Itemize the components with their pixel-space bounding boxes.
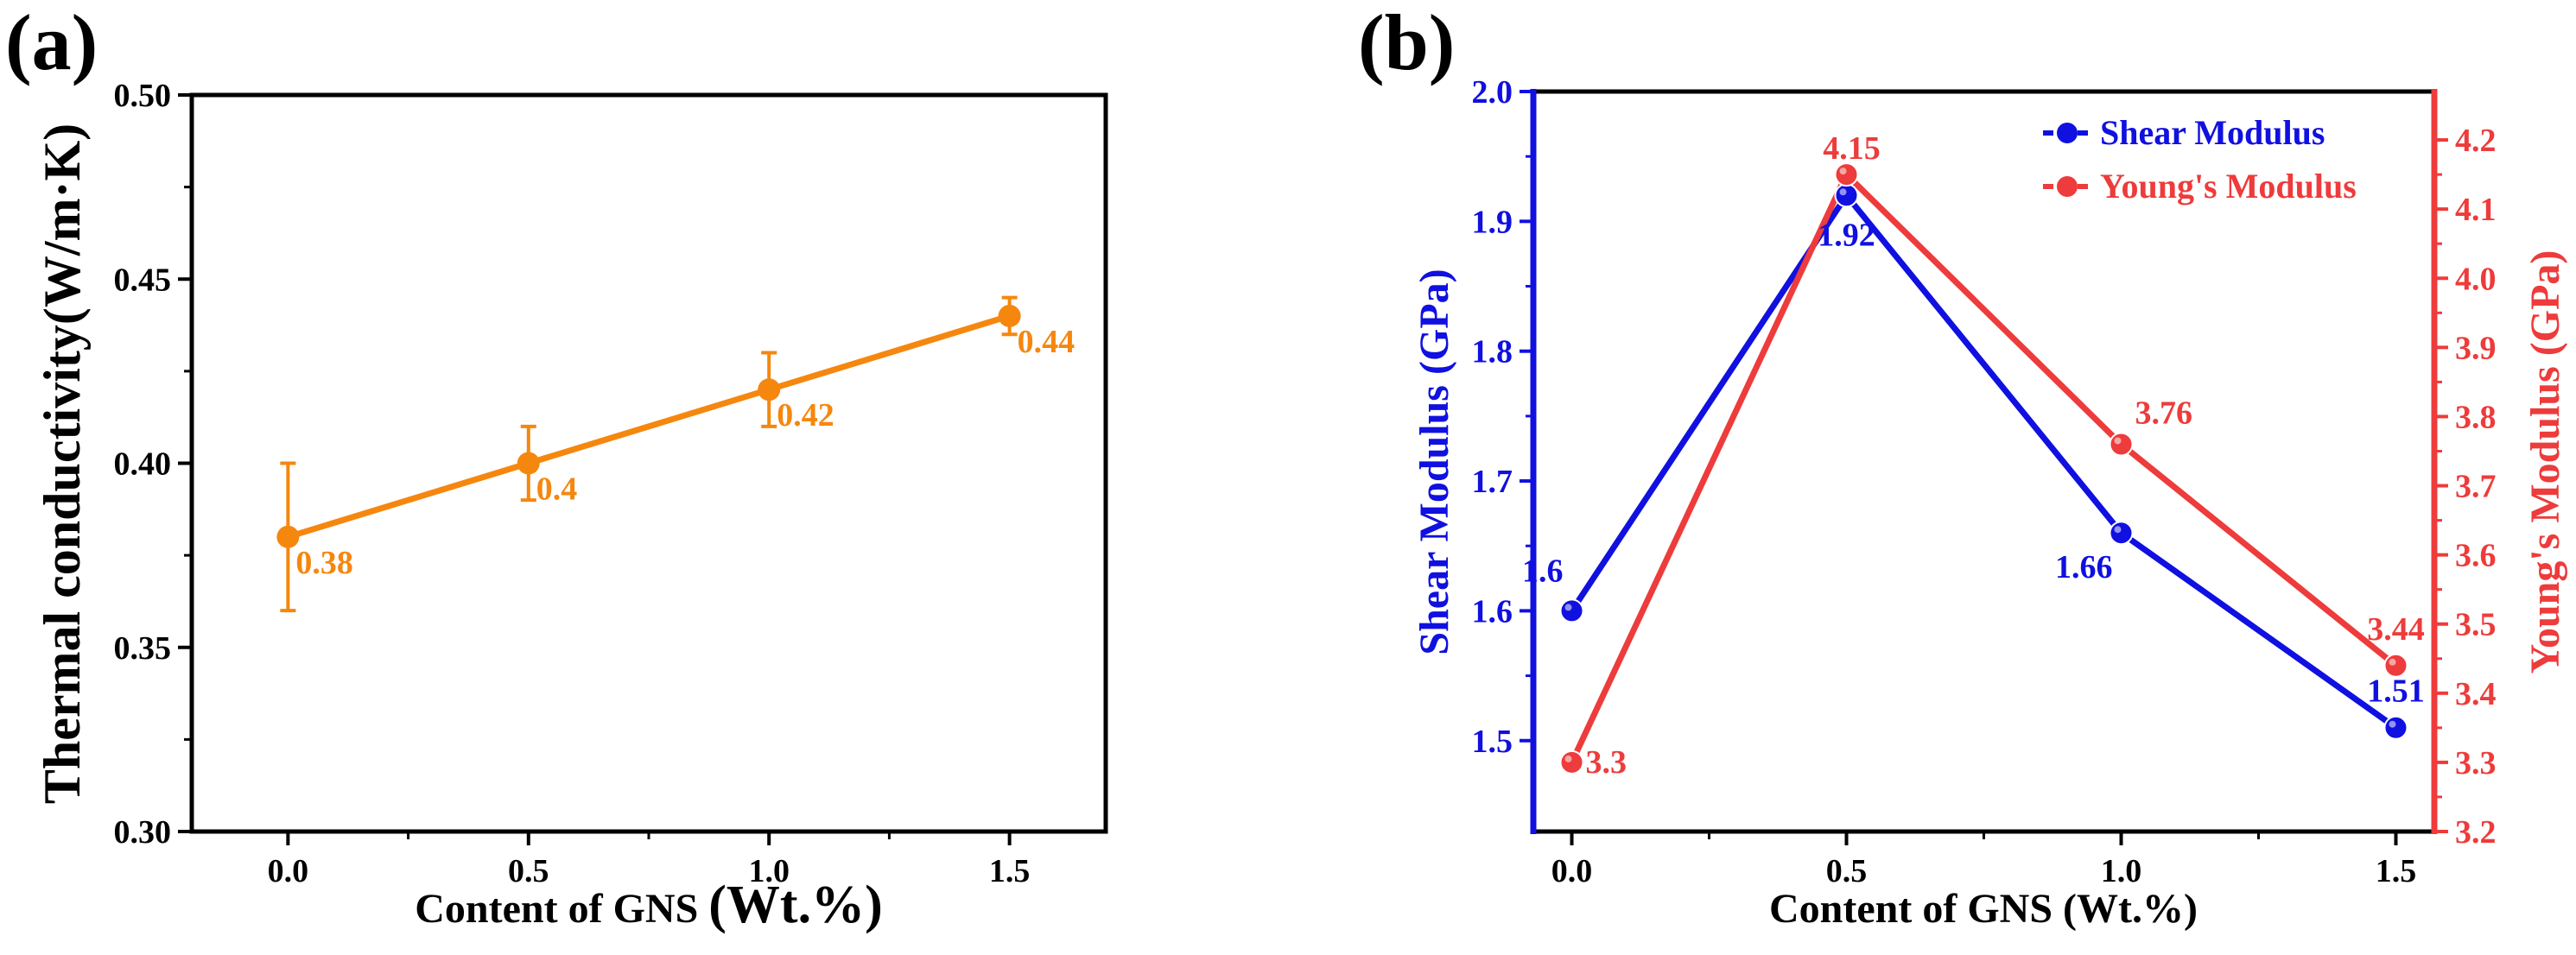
panel-a-data-point (517, 452, 540, 475)
panel-a-x-tick-label: 1.5 (989, 853, 1031, 889)
panel-b-left-y-tick-label: 1.9 (1472, 204, 1513, 240)
panel-a-y-tick-label: 0.50 (114, 78, 172, 114)
panel-b-young-point-highlight (2389, 658, 2396, 666)
panel-a-data-point (998, 304, 1021, 327)
panel-a-y-tick-label: 0.45 (114, 262, 172, 298)
panel-b-shear-point (1559, 598, 1584, 623)
panel-b-right-y-tick-label: 4.1 (2455, 192, 2497, 228)
panel-a-x-tick-label: 1.0 (748, 853, 790, 889)
panel-b-right-y-tick-label: 4.0 (2455, 261, 2497, 297)
panel-b-shear-data-label: 1.6 (1522, 553, 1564, 589)
legend-shear-marker (2057, 123, 2078, 143)
panel-a-x-tick-label: 0.0 (268, 853, 309, 889)
panel-b-label: (b) (1358, 0, 1455, 86)
panel-a-series-line (287, 313, 1011, 541)
panel-a-data-label: 0.42 (777, 397, 834, 433)
panel-b-young-data-label: 3.3 (1586, 744, 1627, 781)
panel-b-shear-point-highlight (1839, 188, 1847, 196)
panel-b-young-data-label: 3.76 (2135, 395, 2192, 431)
panel-b-shear-point-highlight (2389, 720, 2396, 728)
panel-a-y-tick-label: 0.30 (114, 814, 172, 851)
panel-b-young-data-label: 3.44 (2367, 611, 2425, 648)
panel-b-left-y-axis-title: Shear Modulus (GPa) (1412, 269, 1457, 655)
panel-b-right-y-tick-label: 3.5 (2455, 607, 2497, 643)
panel-b-shear-data-label: 1.51 (2367, 674, 2425, 710)
panel-b-x-tick-label: 0.5 (1826, 853, 1868, 889)
panel-b-young-line (1569, 169, 2398, 764)
panel-b-chart: (b) 1.6 1.92 1.66 1.51 3.3 4.15 3.76 3.44 0.0 0.… (1358, 0, 2568, 932)
panel-b-young-point (2109, 432, 2134, 457)
panel-b-left-y-tick-label: 1.6 (1472, 593, 1513, 629)
panel-a-data-label: 0.38 (295, 545, 353, 581)
panel-a-data-label: 0.4 (536, 471, 578, 508)
panel-a-x-axis-title: Content of GNS (Wt.%) (415, 876, 882, 934)
panel-b-shear-point (2109, 521, 2134, 546)
panel-a-y-tick-label: 0.35 (114, 630, 172, 667)
panel-b-right-y-tick-label: 3.8 (2455, 399, 2497, 435)
panel-b-x-tick-label: 0.0 (1551, 853, 1593, 889)
panel-b-shear-data-label: 1.66 (2055, 549, 2113, 585)
panel-b-x-tick-label: 1.5 (2376, 853, 2417, 889)
panel-b-right-y-tick-label: 3.7 (2455, 469, 2497, 505)
panel-a-data-point (758, 378, 781, 402)
panel-b-legend: Shear Modulus Young's Modulus (2043, 113, 2357, 206)
panel-b-shear-point-highlight (1564, 604, 1572, 611)
panel-b-right-y-axis-title: Young's Modulus (GPa) (2522, 250, 2568, 674)
panel-b-right-y-tick-label: 3.9 (2455, 330, 2497, 366)
panel-b-right-y-tick-label: 3.2 (2455, 814, 2497, 851)
panel-b-x-axis-title: Content of GNS (Wt.%) (1769, 886, 2198, 932)
panel-a-data-point (276, 525, 300, 548)
panel-a-x-tick-label: 0.5 (508, 853, 549, 889)
panel-b-young-point-highlight (2114, 437, 2122, 445)
legend-young-label: Young's Modulus (2100, 167, 2357, 206)
panel-b-shear-point (2383, 715, 2408, 740)
panel-a-x-axis-title-main: Content of GNS (415, 886, 698, 932)
panel-a-y-axis-title: Thermal conductivity(W/m·K) (34, 123, 91, 804)
panel-b-young-point (2383, 653, 2408, 678)
panel-a-y-tick-label: 0.40 (114, 446, 172, 483)
panel-b-young-data-label: 4.15 (1823, 130, 1881, 167)
panel-b-left-y-tick-label: 2.0 (1472, 74, 1513, 111)
panel-a-label: (a) (5, 0, 98, 86)
panel-b-left-y-tick-label: 1.5 (1472, 724, 1513, 760)
panel-b-right-y-tick-label: 4.2 (2455, 123, 2497, 159)
legend-young-marker (2057, 176, 2078, 197)
panel-a-data-label: 0.44 (1018, 324, 1075, 360)
panel-b-shear-line (1569, 190, 2398, 730)
panel-b-young-point (1559, 749, 1584, 775)
panel-b-left-y-tick-label: 1.8 (1472, 334, 1513, 370)
panel-b-shear-data-label: 1.92 (1818, 217, 1875, 253)
panel-a-x-axis-title-unit: (Wt.%) (708, 876, 882, 934)
panel-b-young-point-highlight (1839, 168, 1847, 175)
legend-shear-label: Shear Modulus (2100, 113, 2325, 152)
panel-b-right-y-tick-label: 3.3 (2455, 745, 2497, 781)
panel-b-right-y-tick-label: 3.6 (2455, 538, 2497, 574)
panel-b-shear-point-highlight (2114, 526, 2122, 534)
panel-b-shear-point (1834, 183, 1859, 208)
panel-b-left-y-tick-label: 1.7 (1472, 464, 1513, 500)
panel-a-chart: (a) 0.38 0.4 0.42 0.44 0.0 0.5 1.0 1.5 0.30 0.35… (5, 0, 1108, 934)
panel-b-right-y-tick-label: 3.4 (2455, 676, 2497, 712)
panel-b-x-tick-label: 1.0 (2101, 853, 2142, 889)
panel-b-young-point-highlight (1564, 755, 1572, 762)
